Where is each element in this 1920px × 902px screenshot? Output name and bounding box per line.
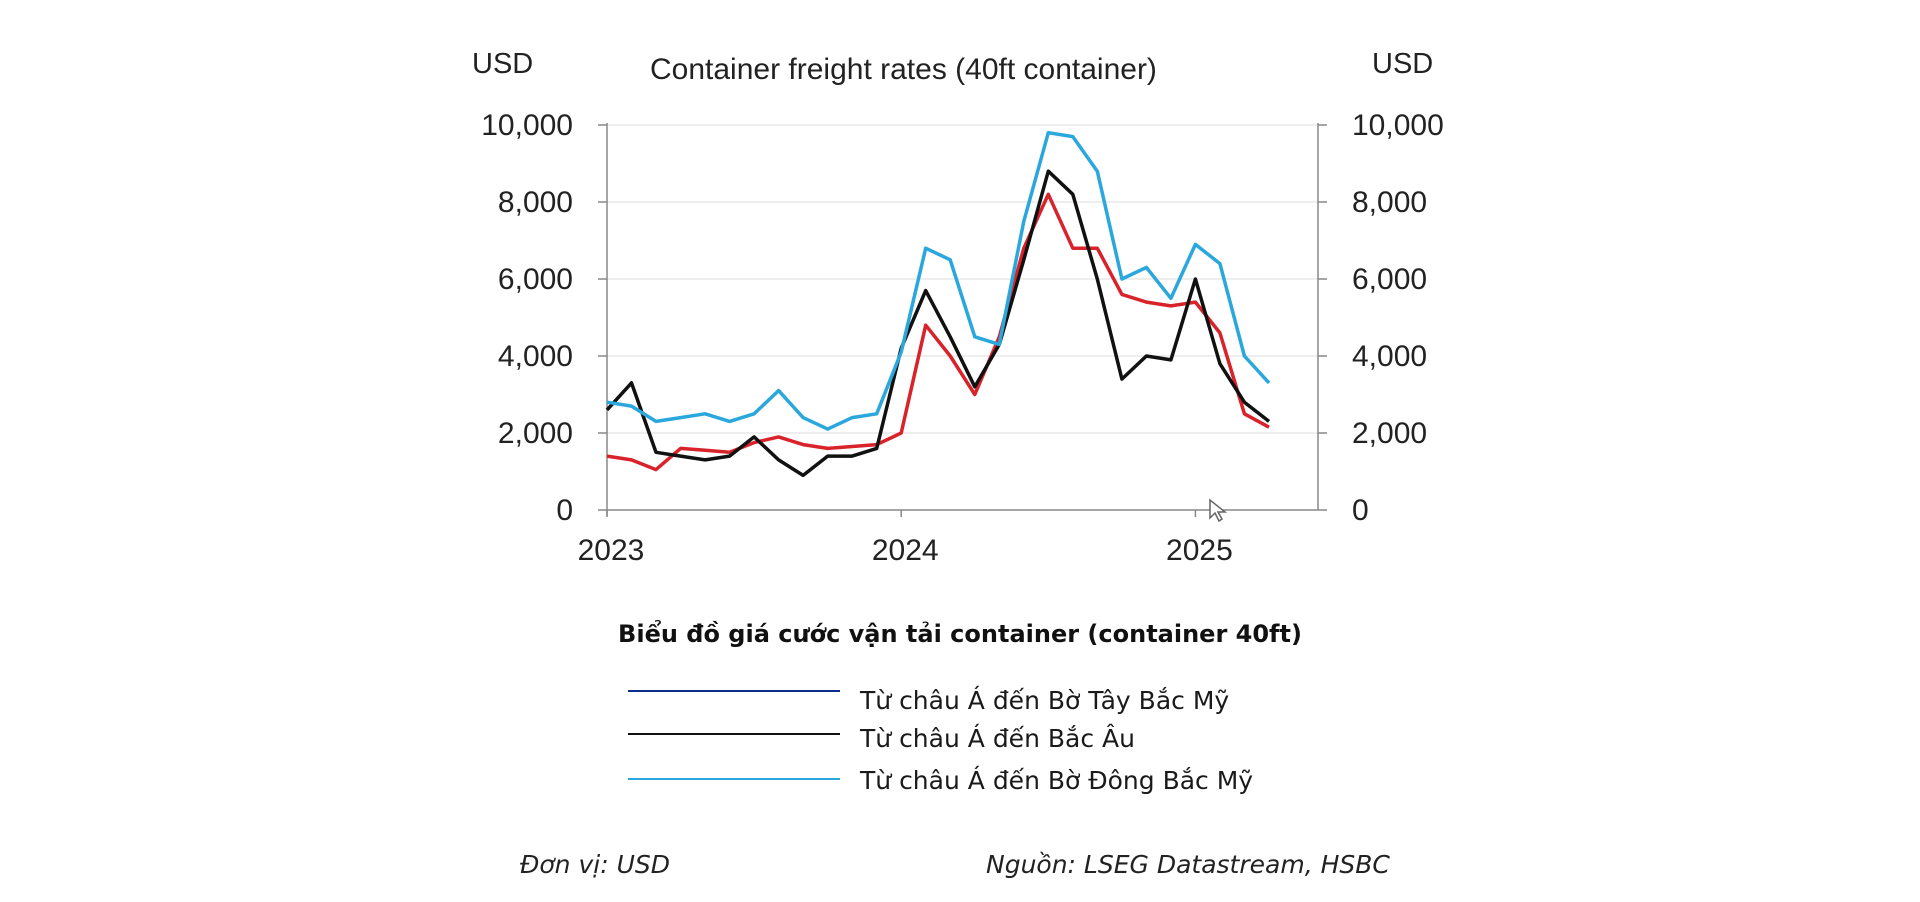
right-axis-unit: USD <box>1372 48 1433 80</box>
y-tick-label-right: 8,000 <box>1352 186 1427 219</box>
legend-label-north-europe: Từ châu Á đến Bắc Âu <box>860 724 1135 753</box>
y-tick-label-right: 2,000 <box>1352 417 1427 450</box>
legend-swatch-east-coast <box>628 778 840 780</box>
chart-caption: Biểu đồ giá cước vận tải container (cont… <box>618 620 1302 648</box>
source-note: Nguồn: LSEG Datastream, HSBC <box>986 850 1390 879</box>
gridlines <box>607 124 1318 434</box>
y-tick-label-right: 4,000 <box>1352 340 1427 373</box>
legend-label-east-coast: Từ châu Á đến Bờ Đông Bắc Mỹ <box>860 766 1254 795</box>
y-tick-label-left: 8,000 <box>498 186 573 219</box>
x-tick-label: 2025 <box>1166 534 1233 567</box>
y-tick-label-left: 6,000 <box>498 263 573 296</box>
series-line-1 <box>605 169 1271 478</box>
y-tick-label-left: 10,000 <box>481 109 573 142</box>
y-tick-label-right: 0 <box>1352 494 1369 527</box>
legend-swatch-north-europe <box>628 733 840 735</box>
series-lines <box>605 130 1271 478</box>
legend-label-west-coast: Từ châu Á đến Bờ Tây Bắc Mỹ <box>860 686 1230 715</box>
series-line-2 <box>606 130 1271 431</box>
y-tick-label-left: 4,000 <box>498 340 573 373</box>
axes <box>598 123 1327 517</box>
y-tick-label-right: 10,000 <box>1352 109 1444 142</box>
tick-labels: 0 0 2,000 2,000 4,000 4,000 6,000 6,000 8,000 8,0… <box>481 109 1444 567</box>
y-tick-label-left: 2,000 <box>498 417 573 450</box>
y-tick-label-right: 6,000 <box>1352 263 1427 296</box>
x-tick-label: 2024 <box>872 534 939 567</box>
unit-note: Đơn vị: USD <box>520 850 670 879</box>
mouse-cursor-icon <box>1209 498 1228 523</box>
x-tick-label: 2023 <box>578 534 645 567</box>
chart-title: Container freight rates (40ft container) <box>650 53 1157 86</box>
left-axis-unit: USD <box>472 48 533 80</box>
legend-swatch-west-coast <box>628 690 840 692</box>
series-line-0 <box>606 192 1270 472</box>
y-tick-label-left: 0 <box>556 494 573 527</box>
